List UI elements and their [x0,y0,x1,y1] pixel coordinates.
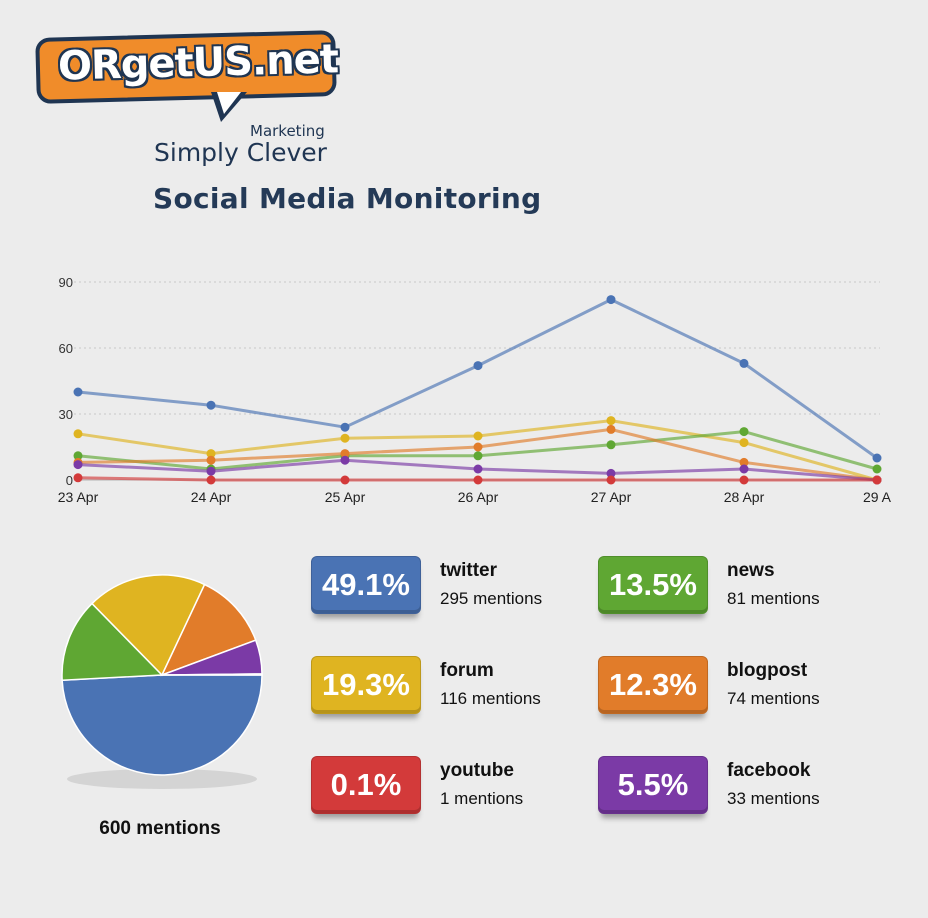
twitter-percent-badge: 49.1% [311,556,421,614]
y-tick-label: 30 [59,407,73,422]
twitter-point [739,358,749,368]
blogpost-label: blogpost [727,660,808,681]
news-point [872,464,882,474]
blogpost-slice [160,583,257,677]
forum-point [606,416,616,426]
youtube-percent-badge: 0.1% [311,756,421,814]
youtube-point [206,475,216,485]
news-point [473,451,483,461]
forum-point [206,449,216,459]
tagline: Simply Clever [154,138,327,167]
facebook-point [340,455,350,465]
logo-text: ORgetUS.net [57,36,339,90]
x-tick-label: 26 Apr [458,489,499,505]
facebook-point [473,464,483,474]
twitter-point [606,295,616,305]
youtube-slice [161,673,263,676]
twitter-point [872,453,882,463]
twitter-point [340,422,350,432]
blogpost-point [606,424,616,434]
news-point [73,451,83,461]
youtube-point [473,475,483,485]
brand-logo: ORgetUS.net [35,30,342,134]
twitter-label: twitter [440,560,497,581]
forum-point [739,438,749,448]
y-tick-label: 0 [66,473,73,488]
pie-chart [61,574,263,789]
x-tick-label: 24 Apr [191,489,232,505]
blogpost-point [473,442,483,452]
forum-slice [90,574,206,677]
news-point [739,427,749,437]
youtube-point [606,475,616,485]
y-tick-label: 60 [59,341,73,356]
blogpost-percent-badge: 12.3% [598,656,708,714]
logo-tail-inner [217,92,241,114]
pie-shadow [67,769,257,789]
news-label: news [727,560,775,581]
facebook-point [739,464,749,474]
news-percent-badge: 13.5% [598,556,708,614]
facebook-point [606,468,616,478]
page-title: Social Media Monitoring [153,182,542,215]
youtube-point [340,475,350,485]
youtube-point [739,475,749,485]
blogpost-point [206,455,216,465]
x-tick-label: 27 Apr [591,489,632,505]
blogpost-point [739,457,749,467]
forum-label: forum [440,660,494,681]
y-tick-label: 90 [59,275,73,290]
youtube-label: youtube [440,760,514,781]
forum-percent-badge: 19.3% [311,656,421,714]
facebook-point [73,460,83,470]
youtube-mentions: 1 mentions [440,789,524,808]
news-mentions: 81 mentions [727,589,820,608]
x-tick-label: 25 Apr [325,489,366,505]
news-slice [61,602,164,682]
facebook-mentions: 33 mentions [727,789,820,808]
twitter-point [73,387,83,397]
forum-point [473,431,483,441]
forum-point [340,433,350,443]
x-tick-label: 29 A [863,489,892,505]
youtube-point [73,473,83,483]
pie-total-label: 600 mentions [99,818,221,839]
youtube-point [872,475,882,485]
news-point [606,440,616,450]
x-tick-label: 28 Apr [724,489,765,505]
blogpost-mentions: 74 mentions [727,689,820,708]
twitter-slice [61,674,263,776]
blogpost-point [340,449,350,459]
forum-mentions: 116 mentions [440,689,541,708]
line-chart: 0 30 60 90 23 Apr 24 Apr 25 Apr 26 Apr 27 Apr 28 … [58,275,892,505]
facebook-point [206,466,216,476]
facebook-percent-badge: 5.5% [598,756,708,814]
twitter-mentions: 295 mentions [440,589,543,608]
x-tick-label: 23 Apr [58,489,99,505]
twitter-point [473,361,483,371]
twitter-point [206,400,216,410]
tagline-marketing: Marketing [250,122,325,140]
facebook-label: facebook [727,760,811,781]
forum-point [73,429,83,439]
